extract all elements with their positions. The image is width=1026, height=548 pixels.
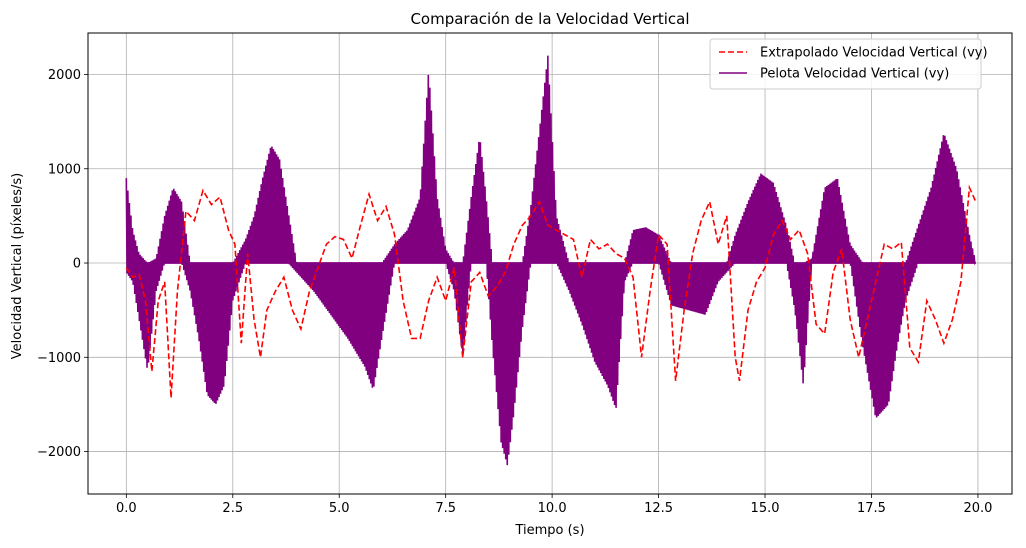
chart-title: Comparación de la Velocidad Vertical: [410, 10, 689, 28]
y-axis-title: Velocidad Vertical (píxeles/s): [10, 173, 25, 359]
series-layer: [125, 55, 977, 466]
series-line-extrapolado: [125, 184, 977, 398]
x-tick-label: 20.0: [963, 501, 992, 516]
y-tick-label: −1000: [37, 351, 81, 366]
x-tick-label: 12.5: [644, 501, 673, 516]
legend-box: [709, 38, 982, 90]
x-tick-label: 5.0: [329, 501, 350, 516]
x-axis-title: Tiempo (s): [514, 523, 584, 538]
y-tick-label: −2000: [37, 445, 81, 460]
plot-frame: [87, 32, 1013, 495]
x-tick-label: 2.5: [222, 501, 243, 516]
legend-label-pelota: Pelota Velocidad Vertical (vy): [760, 67, 949, 82]
legend: Extrapolado Velocidad Vertical (vy) Pelo…: [709, 38, 988, 90]
y-axis: −2000 −1000 0 1000 2000: [37, 68, 88, 460]
x-tick-label: 10.0: [538, 501, 567, 516]
x-tick-label: 15.0: [751, 501, 780, 516]
x-axis: 0.0 2.5 5.0 7.5 10.0 12.5 15.0 17.5 20.0: [116, 494, 992, 516]
y-tick-label: 0: [73, 257, 81, 272]
legend-label-extrapolado: Extrapolado Velocidad Vertical (vy): [760, 46, 988, 61]
plot-area: [87, 32, 1013, 495]
y-tick-label: 2000: [48, 68, 81, 83]
y-tick-label: 1000: [48, 162, 81, 177]
x-tick-label: 0.0: [116, 501, 137, 516]
x-tick-label: 7.5: [435, 501, 456, 516]
x-tick-label: 17.5: [857, 501, 886, 516]
series-line-pelota: [125, 55, 977, 466]
